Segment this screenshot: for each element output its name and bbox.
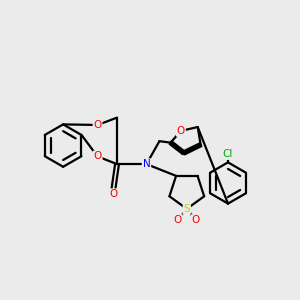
Text: Cl: Cl: [223, 149, 233, 159]
Text: O: O: [177, 126, 185, 136]
Text: O: O: [94, 152, 102, 161]
Text: O: O: [174, 215, 182, 225]
Text: O: O: [109, 189, 117, 199]
Text: N: N: [142, 159, 150, 169]
Text: S: S: [184, 204, 190, 214]
Text: O: O: [191, 215, 200, 225]
Text: O: O: [94, 120, 102, 130]
